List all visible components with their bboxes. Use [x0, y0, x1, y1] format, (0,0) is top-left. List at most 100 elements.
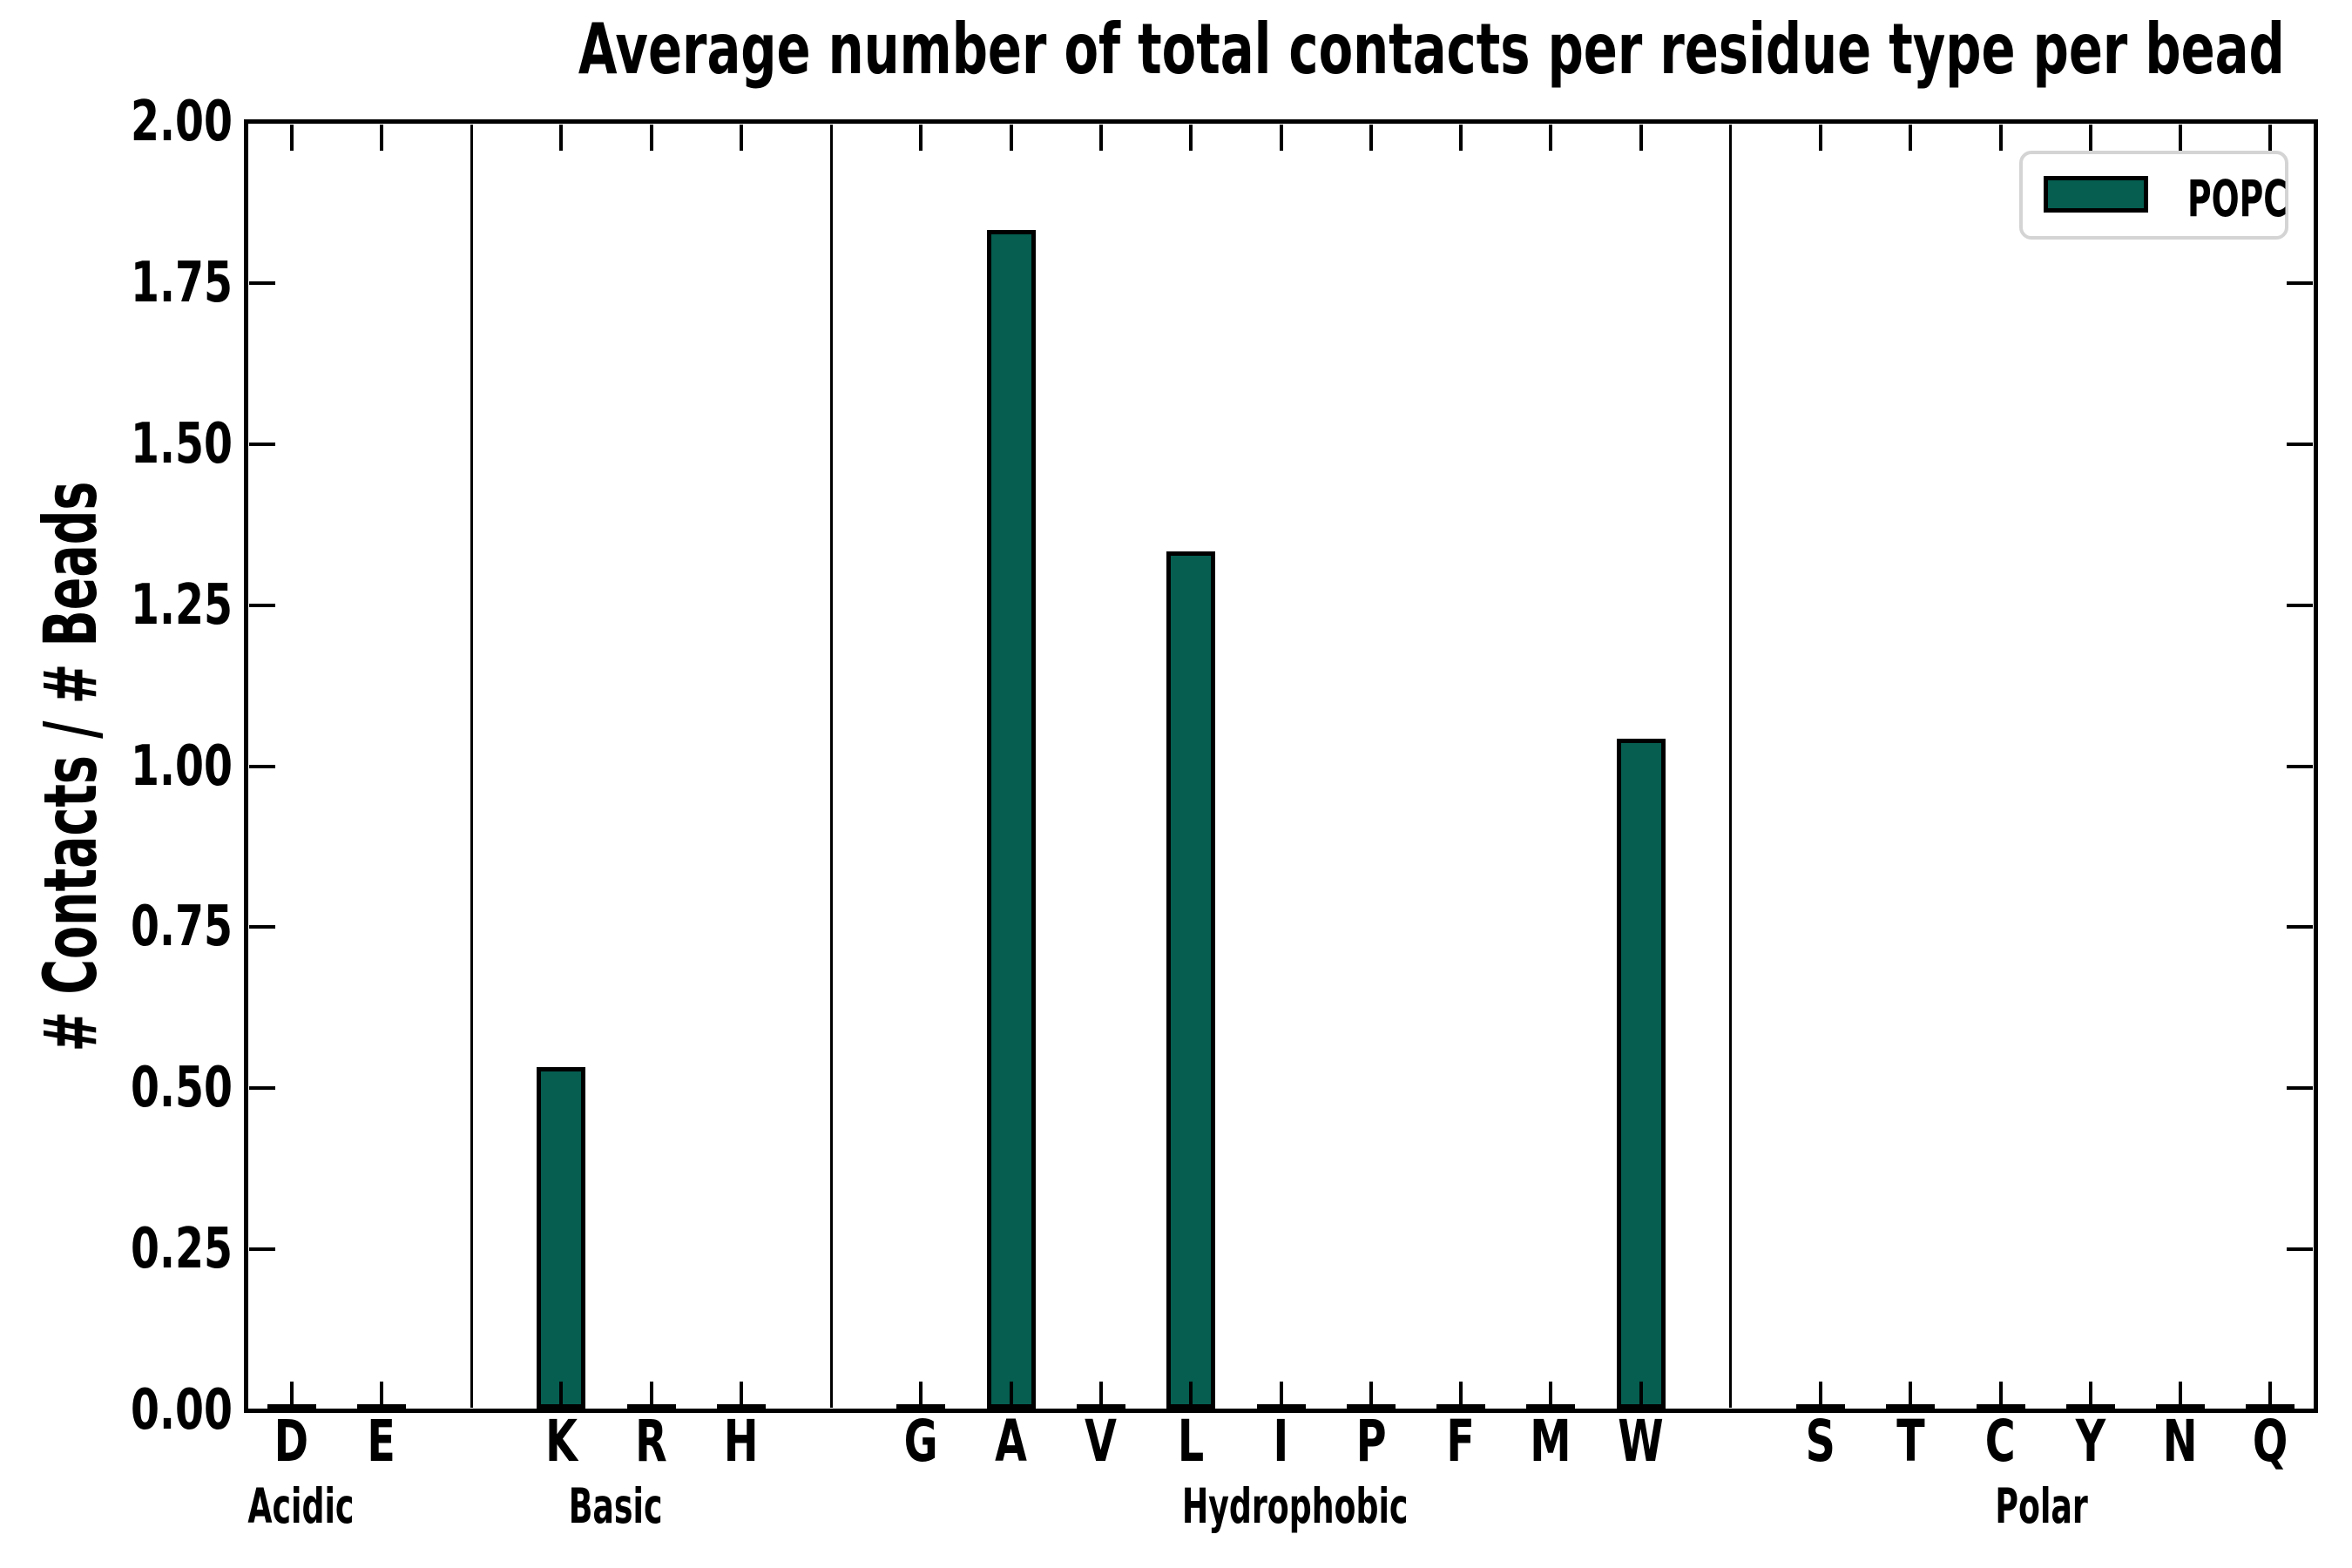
y-tick-label-1.25: 1.25 — [6, 578, 233, 633]
group-label-text: Basic — [568, 1478, 663, 1534]
group-label-text: Acidic — [247, 1478, 354, 1534]
x-tick-label-text: D — [274, 1408, 309, 1475]
x-tick-label-text: Y — [2075, 1408, 2106, 1475]
legend-swatch — [2044, 176, 2148, 213]
x-tick-label-text: E — [367, 1408, 396, 1475]
right-tick-1.75 — [2287, 280, 2313, 285]
bottom-tick-N — [2179, 1382, 2183, 1408]
y-tick-label-text: 1.50 — [131, 411, 233, 476]
x-tick-label-N: N — [2119, 1413, 2241, 1470]
x-tick-label-L: L — [1130, 1413, 1252, 1470]
legend-label-text: POPC — [2187, 169, 2288, 228]
x-tick-label-text: H — [724, 1408, 759, 1475]
y-tick-label-1.00: 1.00 — [6, 739, 233, 794]
bottom-tick-R — [649, 1382, 653, 1408]
top-tick-I — [1279, 125, 1283, 151]
left-tick-0.75 — [249, 925, 275, 929]
x-tick-label-text: A — [995, 1408, 1028, 1475]
right-tick-0.50 — [2287, 1086, 2313, 1091]
left-tick-1.25 — [249, 603, 275, 607]
left-tick-2.00 — [249, 120, 275, 124]
x-tick-label-text: M — [1530, 1408, 1571, 1475]
y-tick-label-text: 0.75 — [131, 895, 233, 960]
x-tick-label-G: G — [860, 1413, 982, 1470]
right-tick-0.75 — [2287, 925, 2313, 929]
y-tick-label-0.75: 0.75 — [6, 899, 233, 955]
y-tick-label-2.00: 2.00 — [6, 94, 233, 150]
x-tick-label-A: A — [950, 1413, 1072, 1470]
top-tick-K — [559, 125, 564, 151]
y-tick-label-text: 1.25 — [131, 572, 233, 638]
top-tick-Q — [2268, 125, 2273, 151]
y-tick-label-1.75: 1.75 — [6, 255, 233, 311]
top-tick-E — [379, 125, 383, 151]
top-tick-F — [1459, 125, 1463, 151]
bottom-tick-H — [739, 1382, 743, 1408]
bottom-tick-Y — [2088, 1382, 2092, 1408]
group-label-hydrophobic: Hydrophobic — [1124, 1483, 1409, 1531]
left-tick-0.00 — [249, 1409, 275, 1412]
bottom-tick-S — [1819, 1382, 1823, 1408]
bottom-tick-G — [919, 1382, 923, 1408]
bottom-tick-E — [379, 1382, 383, 1408]
x-tick-label-E: E — [321, 1413, 443, 1470]
top-tick-R — [649, 125, 653, 151]
bar-A — [986, 229, 1036, 1409]
x-tick-label-text: P — [1355, 1408, 1387, 1475]
group-separator — [829, 125, 833, 1408]
y-tick-label-0.50: 0.50 — [6, 1060, 233, 1116]
legend: POPC — [2019, 151, 2288, 240]
top-tick-Y — [2088, 125, 2092, 151]
top-tick-T — [1909, 125, 1913, 151]
bottom-tick-I — [1279, 1382, 1283, 1408]
top-tick-W — [1639, 125, 1643, 151]
top-tick-C — [1998, 125, 2003, 151]
left-tick-0.25 — [249, 1247, 275, 1252]
top-tick-N — [2179, 125, 2183, 151]
bottom-tick-T — [1909, 1382, 1913, 1408]
x-tick-label-F: F — [1400, 1413, 1522, 1470]
chart-title: Average number of total contacts per res… — [247, 12, 2315, 87]
x-tick-label-K: K — [500, 1413, 622, 1470]
bar-W — [1616, 738, 1666, 1409]
bottom-tick-A — [1009, 1382, 1013, 1408]
top-tick-V — [1098, 125, 1103, 151]
y-tick-label-text: 2.00 — [131, 90, 233, 154]
x-tick-label-text: K — [544, 1408, 578, 1475]
x-tick-label-text: I — [1273, 1408, 1289, 1475]
x-tick-label-text: W — [1618, 1408, 1664, 1475]
y-tick-label-1.50: 1.50 — [6, 416, 233, 472]
left-tick-1.00 — [249, 764, 275, 768]
x-tick-label-text: F — [1446, 1408, 1476, 1475]
y-tick-label-text: 1.00 — [131, 733, 233, 799]
x-tick-label-I: I — [1220, 1413, 1342, 1470]
x-tick-label-T: T — [1849, 1413, 1971, 1470]
x-tick-label-P: P — [1310, 1413, 1432, 1470]
group-separator — [1729, 125, 1733, 1408]
top-tick-M — [1549, 125, 1553, 151]
x-tick-label-text: C — [1985, 1408, 2017, 1475]
right-tick-1.25 — [2287, 603, 2313, 607]
group-label-polar: Polar — [1903, 1483, 2181, 1531]
bottom-tick-M — [1549, 1382, 1553, 1408]
y-tick-label-text: 0.00 — [131, 1378, 233, 1443]
top-tick-P — [1369, 125, 1373, 151]
bar-K — [537, 1067, 586, 1409]
x-tick-label-Q: Q — [2209, 1413, 2331, 1470]
x-tick-label-V: V — [1040, 1413, 1162, 1470]
y-tick-label-text: 0.25 — [131, 1217, 233, 1282]
chart-title-text: Average number of total contacts per res… — [578, 9, 2285, 90]
y-tick-label-0.00: 0.00 — [6, 1382, 233, 1438]
top-tick-H — [739, 125, 743, 151]
x-tick-label-Y: Y — [2030, 1413, 2152, 1470]
top-tick-A — [1009, 125, 1013, 151]
top-tick-L — [1189, 125, 1193, 151]
bottom-tick-L — [1189, 1382, 1193, 1408]
top-tick-D — [289, 125, 294, 151]
x-tick-label-S: S — [1760, 1413, 1882, 1470]
bottom-tick-Q — [2268, 1382, 2273, 1408]
bottom-tick-D — [289, 1382, 294, 1408]
y-tick-label-text: 1.75 — [131, 250, 233, 315]
x-tick-label-H: H — [680, 1413, 802, 1470]
